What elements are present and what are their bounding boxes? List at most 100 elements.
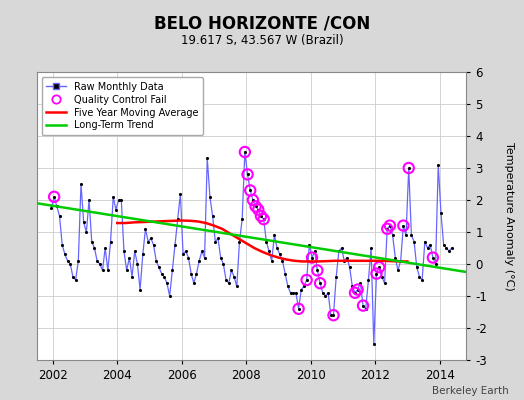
Point <box>85 197 93 203</box>
Point <box>359 302 367 309</box>
Point <box>383 226 391 232</box>
Point <box>95 261 104 267</box>
Point <box>372 270 380 277</box>
Point <box>144 238 152 245</box>
Point <box>378 274 386 280</box>
Point <box>386 222 394 229</box>
Point <box>184 254 193 261</box>
Point <box>141 226 150 232</box>
Point <box>423 245 432 251</box>
Point <box>69 274 77 280</box>
Point <box>246 187 255 194</box>
Point <box>324 290 332 296</box>
Point <box>241 149 249 155</box>
Point <box>294 306 303 312</box>
Point <box>66 261 74 267</box>
Point <box>125 254 134 261</box>
Point <box>99 267 107 274</box>
Point <box>383 226 391 232</box>
Text: BELO HORIZONTE /CON: BELO HORIZONTE /CON <box>154 14 370 32</box>
Point <box>241 149 249 155</box>
Point <box>114 197 123 203</box>
Point <box>375 264 384 270</box>
Point <box>182 248 190 254</box>
Point <box>407 232 416 238</box>
Point <box>337 245 346 251</box>
Point <box>412 264 421 270</box>
Point <box>52 203 61 210</box>
Point <box>431 261 440 267</box>
Point <box>252 203 260 210</box>
Point <box>415 274 423 280</box>
Point <box>294 306 303 312</box>
Point <box>222 277 230 283</box>
Point <box>104 267 112 274</box>
Point <box>394 267 402 274</box>
Point <box>101 245 110 251</box>
Point <box>283 283 292 290</box>
Point <box>308 254 316 261</box>
Point <box>63 258 72 264</box>
Point <box>88 238 96 245</box>
Point <box>90 245 99 251</box>
Point <box>58 242 67 248</box>
Point <box>340 258 348 264</box>
Point <box>276 251 284 258</box>
Point <box>123 267 131 274</box>
Point <box>155 264 163 270</box>
Point <box>176 190 184 197</box>
Point <box>47 205 56 211</box>
Point <box>442 245 451 251</box>
Point <box>225 280 233 286</box>
Point <box>313 267 322 274</box>
Point <box>130 248 139 254</box>
Point <box>200 254 209 261</box>
Point <box>61 251 69 258</box>
Point <box>354 286 362 293</box>
Point <box>243 171 252 178</box>
Point <box>278 258 287 264</box>
Point <box>281 270 289 277</box>
Point <box>227 267 236 274</box>
Point <box>372 270 380 277</box>
Point <box>375 264 384 270</box>
Point <box>120 248 128 254</box>
Point <box>179 251 187 258</box>
Point <box>243 171 252 178</box>
Point <box>187 270 195 277</box>
Point <box>391 254 399 261</box>
Point <box>149 242 158 248</box>
Point <box>326 312 335 318</box>
Point <box>168 267 177 274</box>
Point <box>265 248 273 254</box>
Point <box>257 213 265 219</box>
Point <box>434 162 442 168</box>
Point <box>163 280 171 286</box>
Point <box>152 258 160 264</box>
Legend: Raw Monthly Data, Quality Control Fail, Five Year Moving Average, Long-Term Tren: Raw Monthly Data, Quality Control Fail, … <box>41 77 203 135</box>
Point <box>246 187 255 194</box>
Point <box>429 254 437 261</box>
Point <box>316 280 324 286</box>
Point <box>311 248 319 254</box>
Point <box>117 197 125 203</box>
Point <box>351 290 359 296</box>
Text: 19.617 S, 43.567 W (Brazil): 19.617 S, 43.567 W (Brazil) <box>181 34 343 47</box>
Point <box>297 286 305 293</box>
Point <box>445 248 453 254</box>
Point <box>399 222 408 229</box>
Point <box>386 222 394 229</box>
Point <box>77 181 85 187</box>
Point <box>437 210 445 216</box>
Point <box>356 280 365 286</box>
Point <box>286 290 294 296</box>
Point <box>257 213 265 219</box>
Point <box>74 258 82 264</box>
Point <box>364 277 373 283</box>
Point <box>354 286 362 293</box>
Point <box>106 238 115 245</box>
Point <box>71 277 80 283</box>
Point <box>112 206 120 213</box>
Point <box>402 232 410 238</box>
Point <box>190 280 198 286</box>
